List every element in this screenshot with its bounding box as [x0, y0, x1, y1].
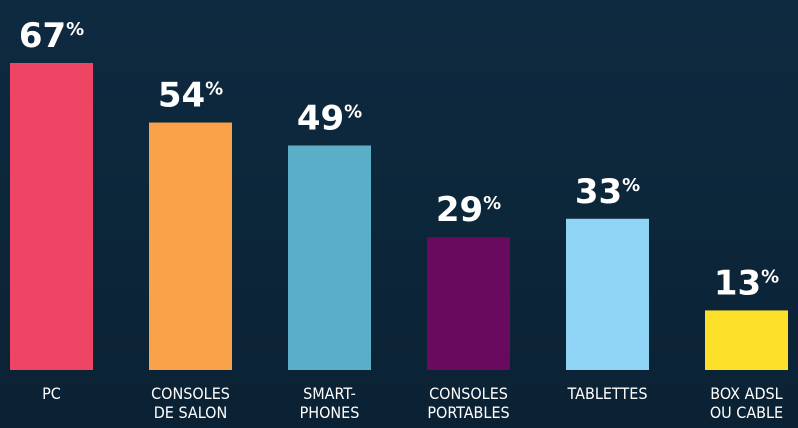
category-label: TABLETTES	[567, 384, 648, 403]
category-label: SMART- PHONES	[299, 384, 360, 422]
bar	[149, 122, 232, 370]
value-label: 67%	[19, 16, 84, 56]
category-label: CONSOLES PORTABLES	[427, 384, 510, 422]
value-label: 29%	[436, 190, 501, 230]
bar	[10, 62, 93, 370]
category-label: PC	[42, 384, 61, 403]
value-label: 33%	[575, 172, 640, 212]
bar	[427, 237, 510, 370]
category-label: BOX ADSL OU CABLE	[709, 384, 784, 422]
bar	[566, 218, 649, 370]
bar	[705, 310, 788, 370]
value-label: 49%	[297, 98, 362, 138]
value-label: 54%	[158, 76, 223, 116]
category-label: CONSOLES DE SALON	[151, 384, 230, 422]
bar	[288, 145, 371, 370]
value-label: 13%	[714, 263, 779, 303]
